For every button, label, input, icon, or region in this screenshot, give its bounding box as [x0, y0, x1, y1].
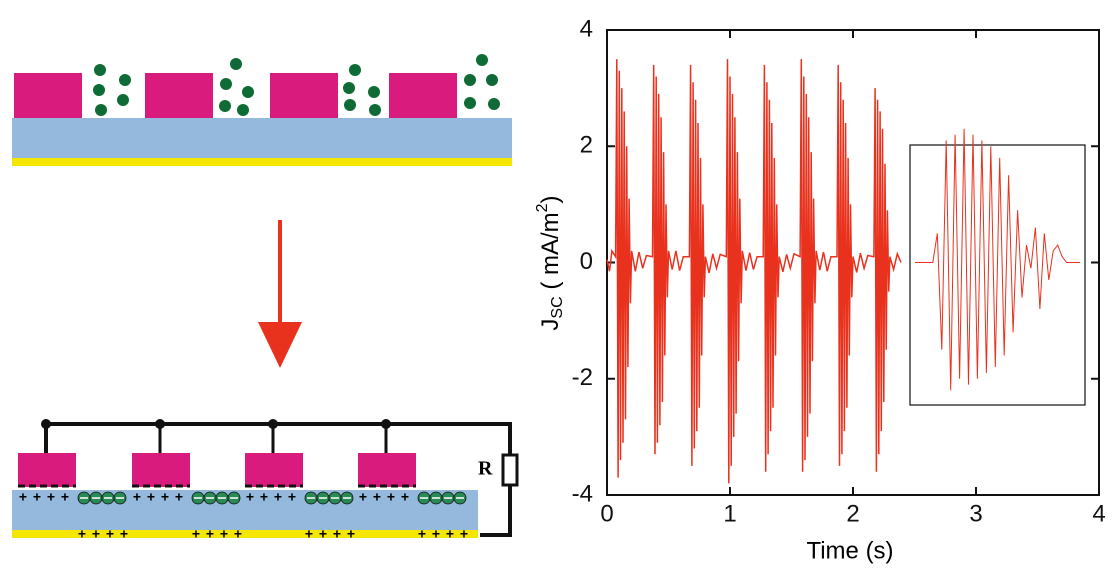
arrow	[258, 220, 302, 368]
plus-sign: +	[260, 489, 268, 505]
plus-sign: +	[161, 489, 169, 505]
plus-sign: +	[33, 489, 41, 505]
substrate	[12, 118, 512, 158]
plus-sign: +	[147, 489, 155, 505]
block	[14, 73, 82, 118]
block	[389, 73, 457, 118]
plus-sign: +	[319, 526, 327, 542]
y-tick-label: 0	[580, 248, 593, 275]
plus-sign: +	[460, 526, 468, 542]
particles	[93, 54, 500, 116]
plus-sign: +	[418, 526, 426, 542]
y-axis-title: JSC ( mA/m2)	[534, 195, 566, 330]
schematic-bottom: R + + + + + + + + + + + + + + + + + + + + + + + + + + + + + + + +	[12, 419, 519, 542]
x-tick-label: 4	[1092, 500, 1105, 527]
plus-sign: +	[446, 526, 454, 542]
y-title-main: J	[537, 319, 564, 331]
plus-sign: +	[274, 489, 282, 505]
plus-sign: +	[359, 489, 367, 505]
electrode	[12, 158, 512, 166]
y-tick-label: -4	[572, 480, 593, 507]
x-tick-label: 3	[969, 500, 982, 527]
plus-sign: +	[92, 526, 100, 542]
y-tick-label: 2	[580, 132, 593, 159]
plus-sign: +	[246, 489, 254, 505]
plus-sign: +	[288, 489, 296, 505]
plus-sign: +	[120, 526, 128, 542]
x-axis-title: Time (s)	[806, 537, 893, 564]
plus-sign: +	[192, 526, 200, 542]
block	[18, 453, 76, 487]
plus-sign: +	[401, 489, 409, 505]
plus-sign: +	[387, 489, 395, 505]
plus-sign: +	[175, 489, 183, 505]
resistor-label: R	[478, 458, 493, 480]
block	[270, 73, 338, 118]
electrode	[12, 530, 478, 538]
plus-sign: +	[78, 526, 86, 542]
plus-sign: +	[61, 489, 69, 505]
schematic-top	[12, 54, 512, 166]
plus-sign: +	[106, 526, 114, 542]
x-tick-label: 1	[723, 500, 736, 527]
y-title-close: )	[537, 195, 564, 203]
plus-sign: +	[47, 489, 55, 505]
y-title-sup: 2	[534, 203, 551, 212]
block	[145, 73, 213, 118]
block	[132, 453, 190, 487]
plus-sign: +	[133, 489, 141, 505]
plus-sign: +	[347, 526, 355, 542]
plus-sign: +	[305, 526, 313, 542]
block	[245, 453, 303, 487]
inset-signal	[915, 128, 1080, 391]
plus-sign: +	[333, 526, 341, 542]
plus-sign: +	[234, 526, 242, 542]
plus-sign: +	[373, 489, 381, 505]
y-title-unit: ( mA/m	[537, 212, 564, 296]
block	[358, 453, 416, 487]
resistor	[501, 453, 519, 487]
plus-sign: +	[220, 526, 228, 542]
plus-sign: +	[206, 526, 214, 542]
x-tick-label: 2	[846, 500, 859, 527]
plus-sign: +	[19, 489, 27, 505]
y-tick-label: 4	[580, 15, 593, 42]
y-tick-label: -2	[572, 364, 593, 391]
y-title-sub: SC	[549, 296, 566, 318]
plus-sign: +	[432, 526, 440, 542]
x-tick-label: 0	[600, 500, 613, 527]
signal-line	[606, 59, 902, 484]
